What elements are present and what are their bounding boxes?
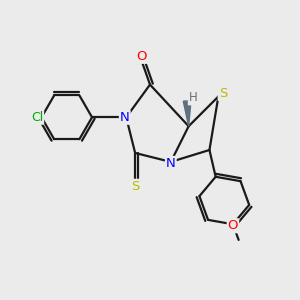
Text: O: O xyxy=(228,219,238,232)
Text: O: O xyxy=(136,50,146,63)
Text: N: N xyxy=(120,111,130,124)
Text: N: N xyxy=(166,157,176,170)
Text: Cl: Cl xyxy=(31,111,43,124)
Text: S: S xyxy=(219,87,227,100)
Polygon shape xyxy=(183,101,191,126)
Text: H: H xyxy=(189,92,197,104)
Text: S: S xyxy=(131,180,139,193)
